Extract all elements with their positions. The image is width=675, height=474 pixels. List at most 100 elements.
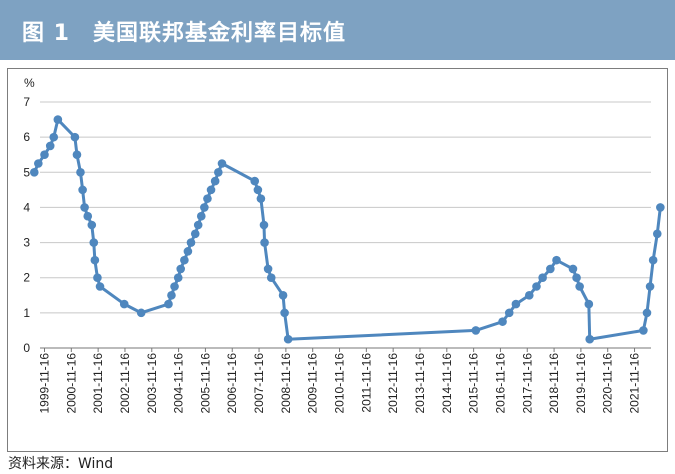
grid-lines (40, 101, 651, 314)
data-point (203, 194, 212, 203)
x-tick-label: 2009-11-16 (306, 353, 320, 414)
data-point (176, 264, 186, 274)
x-tick-label: 2015-11-16 (467, 353, 481, 414)
axes (40, 347, 651, 352)
x-tick-label: 2008-11-16 (279, 353, 293, 414)
x-tick-label: 2011-11-16 (359, 353, 373, 413)
x-tick-label: 2019-11-16 (574, 353, 588, 414)
data-point (259, 220, 269, 230)
data-point (200, 203, 209, 212)
data-point (642, 308, 652, 318)
data-point (90, 255, 100, 265)
data-point (78, 185, 87, 195)
y-tick-label: 7 (23, 95, 30, 109)
x-tick-label: 2013-11-16 (413, 353, 427, 414)
line-chart: % 0 1 2 3 4 5 6 7 1999-11-16 2000-11-16 2001-11-1… (23, 76, 665, 414)
data-point (173, 273, 183, 283)
y-tick-label: 3 (23, 236, 30, 250)
data-point (498, 317, 507, 326)
x-tick-label: 2001-11-16 (91, 353, 105, 414)
data-point (136, 308, 146, 318)
y-tick-label: 0 (23, 341, 30, 355)
data-point (87, 220, 97, 230)
data-point (552, 255, 561, 265)
data-point (568, 264, 578, 274)
data-point (524, 290, 534, 300)
data-point (511, 299, 521, 309)
x-tick-label: 2018-11-16 (547, 353, 561, 414)
x-tick-label: 2007-11-16 (252, 353, 266, 414)
data-point (164, 299, 173, 309)
data-point (119, 299, 129, 309)
y-tick-label: 2 (23, 271, 30, 285)
data-point (253, 185, 263, 195)
y-axis-label: % (24, 76, 35, 90)
x-tick-label: 2003-11-16 (145, 353, 159, 414)
y-tick-label: 6 (23, 130, 30, 144)
series-line (32, 118, 662, 341)
source-note: 资料来源：Wind (8, 456, 114, 472)
x-tick-label: 1999-11-16 (38, 353, 52, 414)
data-point (217, 159, 227, 168)
y-tick-label: 5 (23, 165, 30, 179)
data-point (89, 238, 99, 247)
data-point (196, 211, 206, 221)
data-point (95, 282, 105, 291)
x-tick-label: 2021-11-16 (628, 353, 642, 414)
data-point (504, 308, 514, 318)
data-point (260, 238, 269, 247)
data-point (263, 264, 273, 274)
data-point (639, 326, 648, 335)
data-point (532, 282, 541, 291)
x-tick-label: 2006-11-16 (225, 353, 239, 414)
data-point (40, 150, 49, 160)
x-tick-label: 2016-11-16 (493, 353, 507, 414)
x-tick-label: 2020-11-16 (601, 353, 615, 414)
data-point (280, 308, 289, 318)
data-point (645, 282, 655, 291)
x-tick-label: 2010-11-16 (333, 353, 347, 414)
y-tick-label: 1 (23, 306, 30, 320)
data-point (652, 229, 662, 239)
data-point (70, 132, 80, 142)
data-point (72, 150, 82, 160)
data-point (180, 255, 189, 265)
x-tick-label: 2014-11-16 (440, 353, 454, 414)
data-point (538, 273, 547, 283)
series-layer (29, 115, 665, 344)
data-point (53, 115, 63, 124)
x-tick-label: 2004-11-16 (172, 353, 186, 414)
data-point (546, 264, 555, 274)
data-point (471, 326, 481, 335)
data-point (206, 185, 216, 195)
chart-frame: % 0 1 2 3 4 5 6 7 1999-11-16 2000-11-16 2001-11-1… (7, 68, 668, 452)
data-point (34, 159, 43, 168)
title-bar: 图 1 美国联邦基金利率目标值 (0, 0, 675, 60)
x-tick-label: 2017-11-16 (520, 353, 534, 414)
x-tick-label: 2012-11-16 (386, 353, 400, 414)
data-point (656, 203, 665, 212)
data-point (250, 176, 260, 186)
data-point (167, 290, 176, 300)
x-tick-label: 2002-11-16 (118, 353, 132, 414)
data-point (186, 238, 196, 247)
x-tick-label: 2005-11-16 (198, 353, 212, 414)
data-point (45, 141, 55, 151)
data-point (80, 203, 89, 212)
data-point (76, 167, 85, 177)
data-point (585, 334, 595, 344)
data-point (193, 220, 203, 230)
x-tick-labels: 1999-11-16 2000-11-16 2001-11-16 2002-11-16… (38, 353, 642, 414)
data-point (49, 132, 59, 142)
data-point (190, 229, 200, 239)
data-point (210, 176, 220, 186)
x-tick-label: 2000-11-16 (64, 353, 78, 414)
y-tick-label: 4 (23, 200, 30, 214)
data-point (214, 167, 223, 177)
data-point (572, 273, 581, 283)
data-point (170, 282, 179, 291)
data-point (83, 211, 93, 221)
data-point (584, 299, 594, 309)
data-point (256, 194, 266, 203)
data-point (648, 255, 658, 265)
